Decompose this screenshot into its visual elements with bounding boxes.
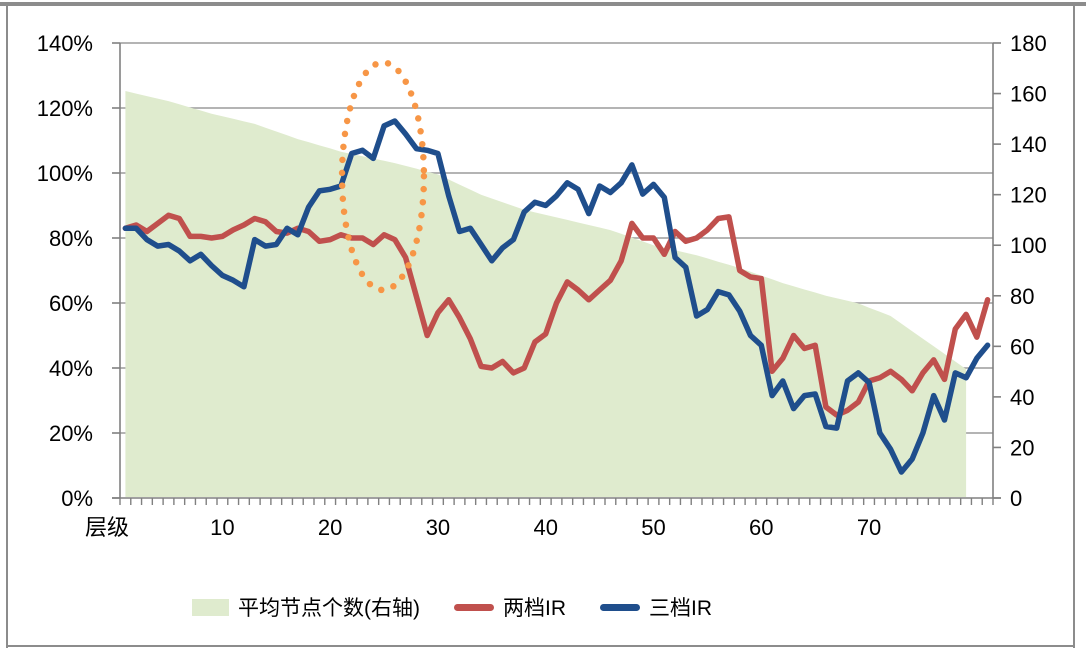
x-axis-title-label: 层级 bbox=[85, 515, 129, 540]
right-axis-tick-label: 180 bbox=[1010, 31, 1047, 56]
annotation-group bbox=[338, 59, 428, 294]
legend: 平均节点个数(右轴) 两档IR 三档IR bbox=[192, 592, 712, 622]
left-axis-tick-label: 40% bbox=[49, 356, 93, 381]
right-axis-tick-label: 120 bbox=[1010, 183, 1047, 208]
left-axis-tick-label: 0% bbox=[61, 486, 93, 511]
left-axis-tick-label: 100% bbox=[37, 161, 93, 186]
axes-group bbox=[112, 42, 1001, 505]
line-series-group bbox=[122, 118, 991, 475]
legend-item-red-line[interactable]: 两档IR bbox=[454, 592, 566, 622]
line-series-two-tier-ir bbox=[122, 212, 991, 418]
right-axis-tick-label: 140 bbox=[1010, 132, 1047, 157]
right-axis-tick-label: 20 bbox=[1010, 435, 1034, 460]
frame-border-top bbox=[0, 2, 1086, 6]
right-axis-tick-label: 160 bbox=[1010, 82, 1047, 107]
left-axis-tick-label: 120% bbox=[37, 96, 93, 121]
left-axis-tick-label: 80% bbox=[49, 226, 93, 251]
highlight-ellipse-annotation bbox=[338, 59, 428, 294]
legend-label-area: 平均节点个数(右轴) bbox=[238, 597, 420, 620]
right-axis-tick-label: 0 bbox=[1010, 486, 1022, 511]
x-axis-tick-label: 10 bbox=[210, 515, 234, 540]
right-axis-tick-label: 40 bbox=[1010, 385, 1034, 410]
line-series-three-tier-ir bbox=[122, 118, 991, 475]
x-axis-tick-label: 40 bbox=[533, 515, 557, 540]
legend-item-area[interactable]: 平均节点个数(右轴) bbox=[192, 592, 420, 622]
legend-item-blue-line[interactable]: 三档IR bbox=[600, 592, 712, 622]
x-axis-tick-label: 70 bbox=[857, 515, 881, 540]
frame-border-left bbox=[6, 6, 8, 648]
axis-labels-group: 0% 20% 40% 60% 80% 100% 120% 140% 0 20 40 60 80 100 12… bbox=[37, 31, 1047, 540]
right-axis-tick-label: 100 bbox=[1010, 233, 1047, 258]
legend-label-blue: 三档IR bbox=[649, 597, 712, 620]
x-axis-tick-label: 30 bbox=[426, 515, 450, 540]
area-series-group bbox=[125, 91, 967, 497]
blue-line-swatch-icon bbox=[600, 603, 640, 611]
x-axis-tick-label: 50 bbox=[641, 515, 665, 540]
right-axis-tick-label: 80 bbox=[1010, 284, 1034, 309]
red-line-swatch-icon bbox=[454, 603, 494, 611]
left-axis-tick-label: 140% bbox=[37, 31, 93, 56]
legend-label-red: 两档IR bbox=[503, 597, 566, 620]
left-axis-tick-label: 20% bbox=[49, 421, 93, 446]
x-axis-tick-label: 60 bbox=[749, 515, 773, 540]
left-axis-tick-label: 60% bbox=[49, 291, 93, 316]
frame-border-bottom bbox=[6, 645, 1075, 647]
area-series-average-node-count bbox=[125, 91, 967, 497]
right-axis-tick-label: 60 bbox=[1010, 334, 1034, 359]
x-axis-tick-label: 20 bbox=[318, 515, 342, 540]
frame-border-right bbox=[1073, 6, 1075, 648]
area-swatch-icon bbox=[192, 598, 229, 616]
